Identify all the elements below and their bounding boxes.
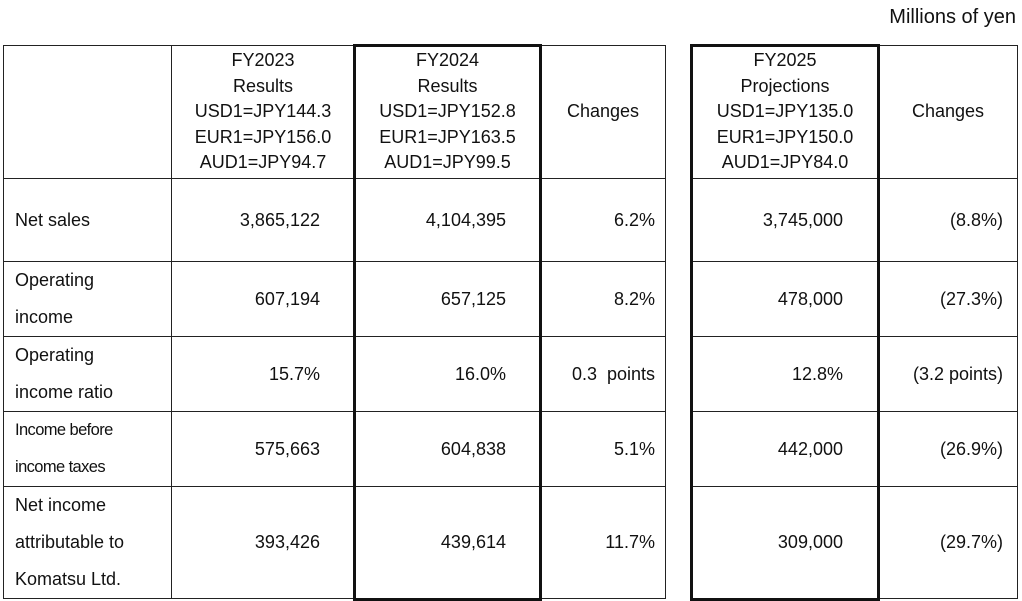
cell-changes-fy2025: (3.2 points) (878, 336, 1018, 412)
cell-fy2024: 16.0% (354, 336, 541, 412)
cell-changes-fy2024: 11.7% (540, 486, 666, 599)
cell-changes-fy2024: 8.2% (540, 261, 666, 337)
cell-fy2024: 657,125 (354, 261, 541, 337)
row-label: Net income attributable to Komatsu Ltd. (3, 486, 172, 599)
cell-fy2025: 309,000 (691, 486, 879, 599)
cell-changes-fy2024: 6.2% (540, 178, 666, 262)
cell-changes-fy2025: (8.8%) (878, 178, 1018, 262)
header-fy2025: FY2025 Projections USD1=JPY135.0 EUR1=JP… (691, 45, 879, 179)
cell-changes-fy2025: (27.3%) (878, 261, 1018, 337)
cell-fy2023: 607,194 (171, 261, 355, 337)
header-changes-fy2024: Changes (540, 45, 666, 179)
row-label: Income before income taxes (3, 411, 172, 487)
cell-fy2024: 4,104,395 (354, 178, 541, 262)
cell-fy2025: 12.8% (691, 336, 879, 412)
cell-fy2023: 15.7% (171, 336, 355, 412)
cell-changes-fy2025: (26.9%) (878, 411, 1018, 487)
cell-fy2025: 3,745,000 (691, 178, 879, 262)
cell-fy2024: 439,614 (354, 486, 541, 599)
header-label (3, 45, 172, 179)
row-label: Operating income ratio (3, 336, 172, 412)
cell-changes-fy2025: (29.7%) (878, 486, 1018, 599)
header-fy2024: FY2024 Results USD1=JPY152.8 EUR1=JPY163… (354, 45, 541, 179)
row-label: Operating income (3, 261, 172, 337)
cell-fy2023: 393,426 (171, 486, 355, 599)
unit-label: Millions of yen (889, 6, 1016, 28)
cell-changes-fy2024: 0.3 points (540, 336, 666, 412)
cell-fy2023: 3,865,122 (171, 178, 355, 262)
header-changes-fy2025: Changes (878, 45, 1018, 179)
cell-fy2024: 604,838 (354, 411, 541, 487)
row-label: Net sales (3, 178, 172, 262)
header-fy2023: FY2023 Results USD1=JPY144.3 EUR1=JPY156… (171, 45, 355, 179)
cell-fy2023: 575,663 (171, 411, 355, 487)
cell-fy2025: 442,000 (691, 411, 879, 487)
cell-fy2025: 478,000 (691, 261, 879, 337)
cell-changes-fy2024: 5.1% (540, 411, 666, 487)
